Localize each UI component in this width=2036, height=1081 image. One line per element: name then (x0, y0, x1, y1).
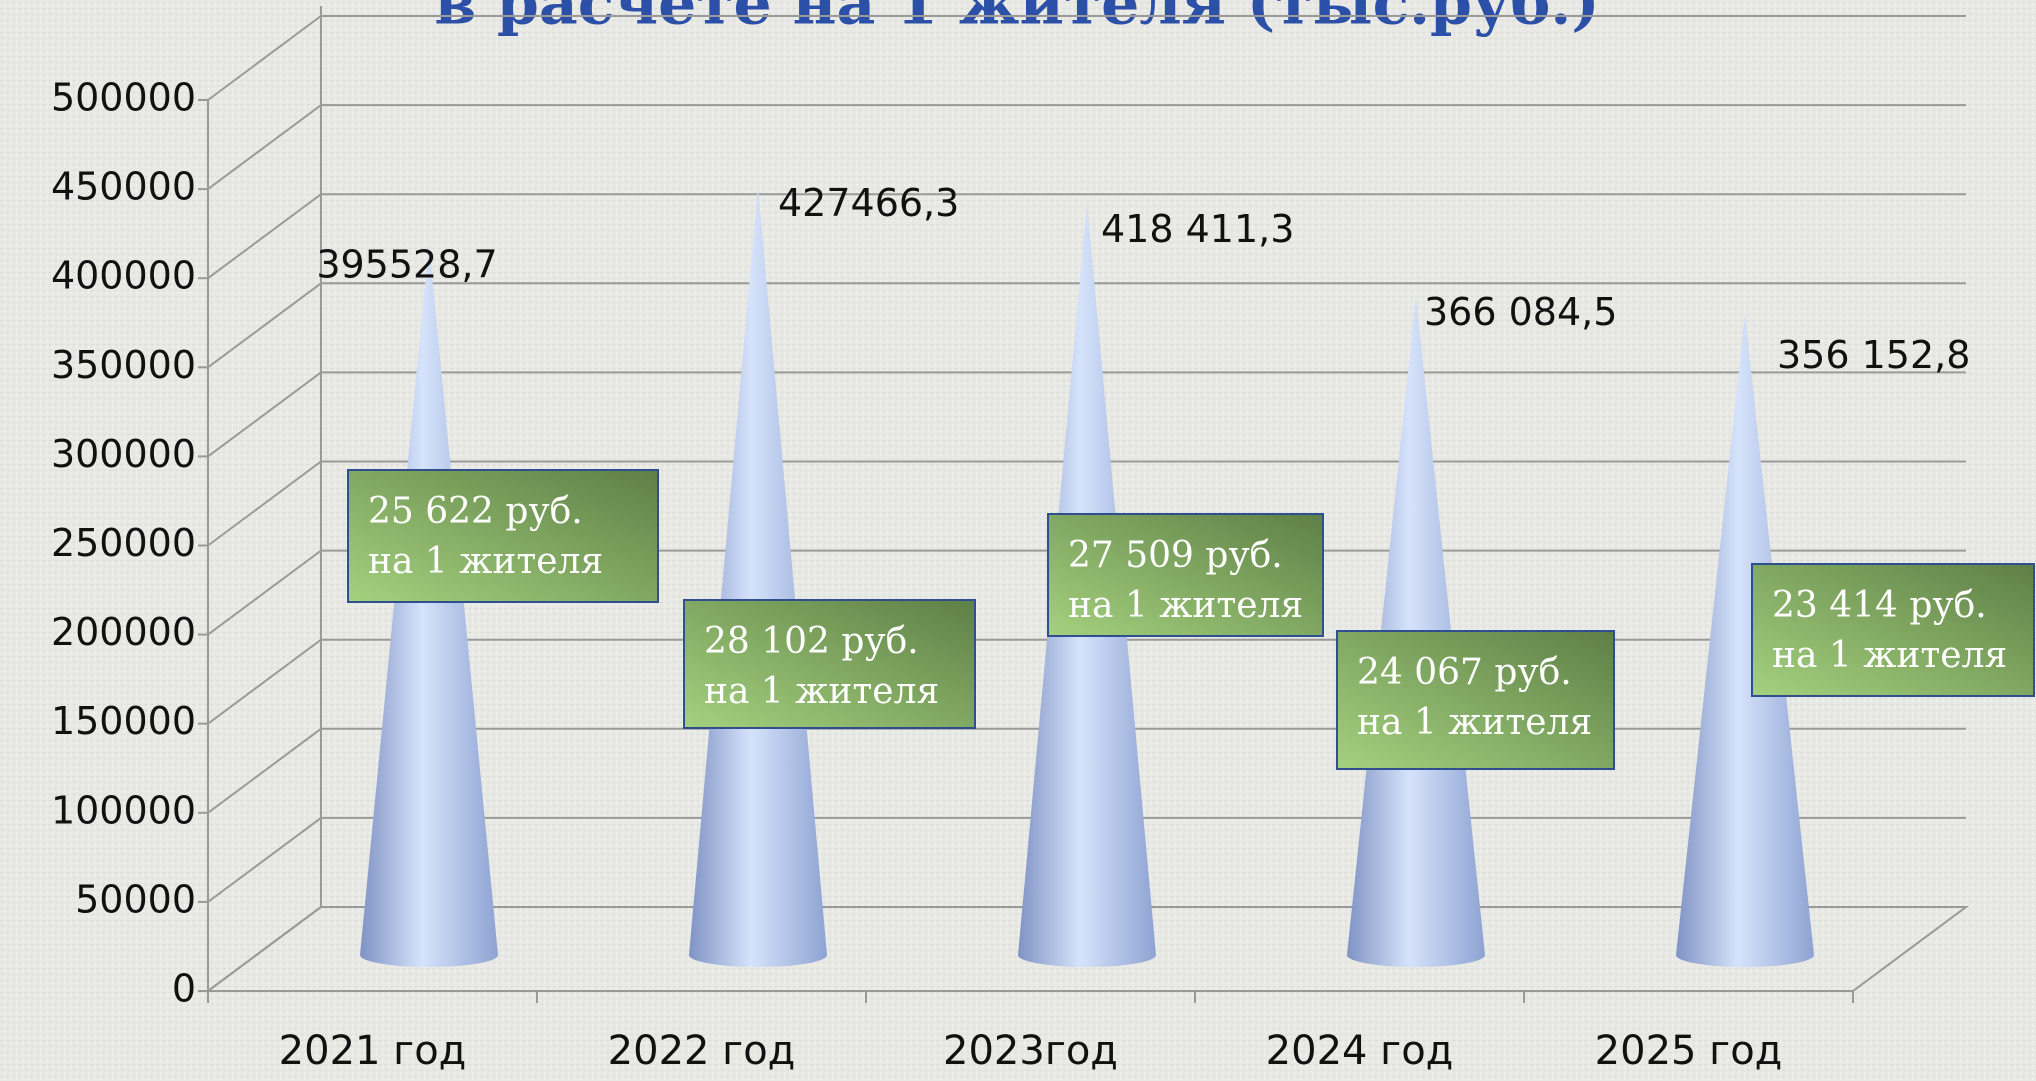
cone-body (360, 244, 498, 968)
y-tick-label: 100000 (51, 788, 196, 832)
value-label: 356 152,8 (1777, 333, 1970, 377)
annotation-text: 25 622 руб. (368, 491, 583, 532)
annotation-text: на 1 жителя (1068, 585, 1303, 626)
value-label: 395528,7 (316, 243, 497, 287)
y-tick-label: 250000 (51, 521, 196, 565)
annotation-box (1751, 563, 2035, 697)
annotation-text: на 1 жителя (1357, 702, 1592, 743)
y-tick-label: 450000 (51, 165, 196, 209)
y-tick-label: 150000 (51, 699, 196, 743)
annotation-text: 24 067 руб. (1357, 652, 1572, 693)
annotation-box (683, 599, 976, 729)
annotation-text: 23 414 руб. (1772, 585, 1987, 626)
y-tick-label: 500000 (51, 76, 196, 120)
x-tick-label: 2023год (943, 1028, 1118, 1074)
x-tick-label: 2021 год (279, 1028, 467, 1074)
cone-body (689, 187, 827, 967)
annotation-box (347, 469, 659, 603)
grid-line (207, 282, 1966, 369)
cone (689, 187, 827, 967)
cone-body (1676, 314, 1814, 968)
y-tick-label: 50000 (75, 877, 196, 921)
value-label: 366 084,5 (1424, 290, 1617, 334)
annotation-text: 28 102 руб. (704, 621, 919, 662)
annotation-text: на 1 жителя (704, 671, 939, 712)
annotation-box (1047, 513, 1324, 637)
y-tick-label: 400000 (51, 254, 196, 298)
cone (1676, 314, 1814, 968)
value-label: 427466,3 (778, 181, 959, 225)
y-tick-label: 200000 (51, 610, 196, 654)
annotation-text: на 1 жителя (1772, 635, 2007, 676)
x-tick-label: 2025 год (1595, 1028, 1783, 1074)
y-tick-label: 0 (172, 967, 196, 1011)
grid-line (207, 193, 1966, 280)
chart-title: в расчете на 1 жителя (тыс.руб.) (434, 0, 1599, 39)
annotation-text: на 1 жителя (368, 541, 603, 582)
y-tick-label: 300000 (51, 432, 196, 476)
grid-line (207, 104, 1966, 190)
x-tick-label: 2024 год (1266, 1028, 1454, 1074)
value-label: 418 411,3 (1101, 207, 1294, 251)
y-tick-label: 350000 (51, 343, 196, 387)
annotation-box (1336, 630, 1615, 770)
annotation-text: 27 509 руб. (1068, 535, 1283, 576)
cone (360, 244, 498, 968)
grid-line (207, 15, 1966, 101)
x-tick-label: 2022 год (608, 1028, 796, 1074)
